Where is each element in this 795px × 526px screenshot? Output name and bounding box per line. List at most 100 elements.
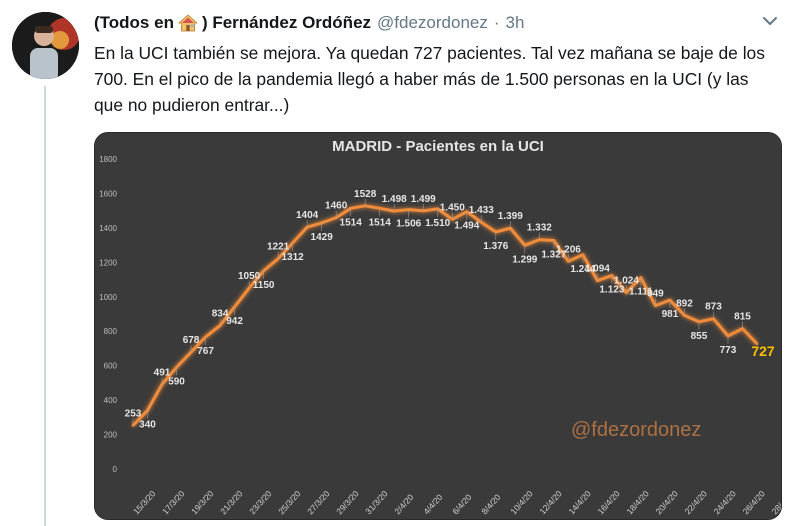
chevron-down-icon[interactable] [761, 12, 779, 30]
y-tick-label: 1400 [99, 224, 117, 233]
y-tick-label: 1800 [99, 155, 117, 164]
thread-line [44, 86, 46, 526]
separator: · [493, 13, 500, 32]
x-tick-label: 28/4/20 [770, 488, 781, 516]
data-label: 873 [705, 302, 722, 313]
data-label: 892 [676, 298, 693, 309]
data-label: 253 [125, 408, 142, 419]
x-tick-label: 25/3/20 [276, 488, 303, 516]
x-tick-label: 24/4/20 [712, 488, 739, 516]
x-tick-label: 23/3/20 [247, 488, 274, 516]
display-name[interactable]: (Todos en ) Fernández Ordóñez [94, 13, 371, 33]
tweet-text: En la UCI también se mejora. Ya quedan 7… [94, 43, 765, 115]
data-point [378, 206, 381, 210]
data-label: 1.399 [498, 211, 523, 222]
data-label: 1.299 [512, 254, 537, 265]
data-label: 1.024 [614, 276, 639, 287]
display-name-suffix: ) Fernández Ordóñez [201, 13, 372, 32]
data-label: 1312 [282, 252, 305, 263]
data-label: 1514 [369, 217, 392, 228]
x-tick-label: 18/4/20 [624, 488, 651, 516]
data-label: 491 [154, 367, 171, 378]
x-tick-label: 6/4/20 [450, 492, 473, 516]
avatar-photo [12, 12, 79, 79]
handle[interactable]: @fdezordonez [377, 13, 488, 32]
x-tick-label: 31/3/20 [363, 488, 390, 516]
data-point [349, 206, 352, 210]
data-label: 773 [720, 345, 737, 356]
data-label: 1.510 [425, 218, 450, 229]
data-point [494, 230, 498, 234]
y-tick-label: 800 [104, 327, 118, 336]
x-tick-label: 16/4/20 [595, 488, 622, 516]
house-icon [177, 14, 198, 32]
chart-watermark: @fdezordonez [571, 419, 702, 441]
data-label: 1.376 [483, 241, 508, 252]
data-label: 1150 [253, 280, 275, 291]
data-label: 1050 [238, 271, 261, 282]
x-tick-label: 29/3/20 [334, 488, 361, 516]
x-tick-label: 17/3/20 [160, 488, 187, 516]
data-point [668, 298, 672, 302]
x-tick-label: 8/4/20 [479, 492, 502, 516]
data-label: 1.111 [629, 287, 653, 298]
x-tick-label: 12/4/20 [537, 488, 564, 516]
data-label: 1.332 [527, 223, 552, 234]
y-tick-label: 200 [104, 431, 118, 440]
data-label: 1460 [325, 201, 348, 212]
data-point [581, 253, 585, 257]
data-label: 1.206 [556, 244, 581, 255]
tweet-media-chart[interactable]: MADRID - Pacientes en la UCI 0 200 400 600 80… [94, 132, 782, 520]
data-label: 727 [751, 343, 775, 359]
x-tick-label: 21/3/20 [218, 488, 245, 516]
tweet-header: (Todos en ) Fernández Ordóñez @fdezordon… [94, 12, 524, 34]
y-tick-label: 600 [104, 362, 118, 371]
x-tick-label: 26/4/20 [741, 488, 768, 516]
data-point [552, 239, 556, 242]
data-label: 1.494 [454, 221, 479, 232]
data-label: 1.506 [396, 219, 421, 230]
data-point [407, 208, 411, 211]
data-label: 1.499 [411, 194, 436, 205]
x-tick-label: 10/4/20 [508, 488, 535, 516]
data-label: 1528 [354, 189, 377, 200]
chart-svg: MADRID - Pacientes en la UCI 0 200 400 600 80… [99, 138, 781, 516]
data-point [131, 424, 135, 427]
data-point [276, 257, 280, 261]
x-tick-label: 4/4/20 [421, 492, 444, 516]
data-label: 1.498 [382, 194, 407, 205]
data-label: 1404 [296, 210, 319, 221]
data-label: 1.450 [440, 202, 465, 213]
x-tick-label: 22/4/20 [682, 488, 709, 516]
data-label: 1514 [340, 217, 363, 228]
data-point [755, 342, 759, 346]
y-tick-label: 1000 [99, 293, 117, 302]
data-point [160, 383, 164, 386]
y-tick-label: 400 [104, 396, 118, 405]
data-label: 678 [183, 335, 200, 346]
x-tick-label: 27/3/20 [305, 488, 332, 516]
x-tick-label: 2/4/20 [392, 492, 415, 516]
data-label: 590 [168, 376, 185, 387]
data-label: 1.327 [541, 249, 566, 260]
x-tick-label: 14/4/20 [566, 488, 593, 516]
data-label: 815 [734, 312, 751, 323]
series-line [131, 204, 759, 427]
data-label: 1.123 [599, 285, 624, 296]
y-tick-label: 0 [113, 465, 118, 474]
data-label: 1.094 [585, 264, 610, 275]
data-label: 949 [647, 289, 664, 300]
data-label: 1.433 [469, 205, 494, 216]
data-point [523, 243, 527, 247]
data-label: 981 [662, 309, 679, 320]
data-label: 1221 [267, 242, 290, 253]
chart-title: MADRID - Pacientes en la UCI [332, 138, 544, 155]
display-name-prefix: (Todos en [94, 13, 174, 32]
data-label: 1.244 [570, 264, 595, 275]
y-tick-label: 1600 [99, 189, 117, 198]
data-label: 767 [197, 346, 214, 357]
data-label: 1429 [311, 232, 334, 243]
timestamp[interactable]: 3h [505, 13, 525, 32]
data-label: 942 [226, 316, 243, 327]
avatar[interactable] [12, 12, 79, 79]
